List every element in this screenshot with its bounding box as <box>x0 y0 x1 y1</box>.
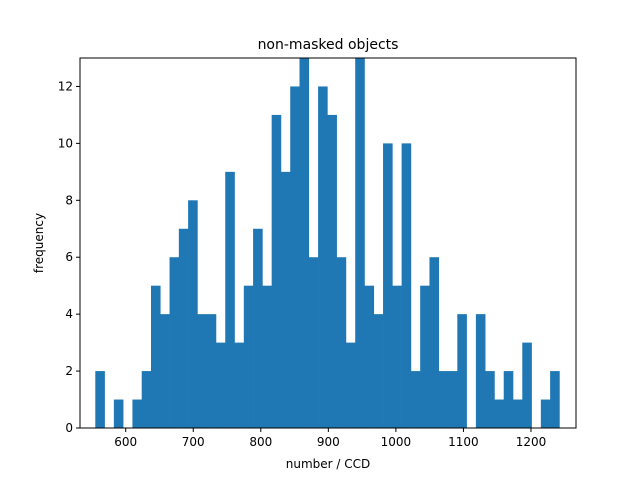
histogram-bar <box>308 257 319 428</box>
x-axis-label: number / CCD <box>286 457 371 471</box>
histogram-bar <box>457 314 467 428</box>
histogram-bar <box>188 200 198 428</box>
histogram-bar <box>243 285 254 428</box>
axes-frame <box>79 57 577 429</box>
histogram-bar <box>401 143 412 428</box>
x-tick-label: 900 <box>317 435 340 449</box>
y-tick-label: 4 <box>65 307 73 321</box>
x-tick-label: 700 <box>182 435 205 449</box>
histogram-bar <box>95 371 105 428</box>
y-tick-label: 8 <box>65 193 73 207</box>
histogram-bar <box>438 371 449 428</box>
x-tick-label: 1000 <box>381 435 412 449</box>
histogram-bar <box>373 314 384 428</box>
x-tick-label: 1200 <box>516 435 547 449</box>
histogram-bar <box>169 257 180 428</box>
x-tick-label: 600 <box>114 435 137 449</box>
histogram-bar <box>429 257 440 428</box>
histogram-bar <box>141 371 152 428</box>
y-axis-label: frequency <box>32 213 46 273</box>
histogram-bar <box>448 371 458 428</box>
histogram-bar <box>318 86 328 429</box>
histogram-bar <box>253 228 263 428</box>
histogram-bar <box>475 314 486 428</box>
histogram-bar <box>150 285 161 428</box>
x-axis-ticks: 600 700 800 900 1000 1100 1200 <box>114 428 546 449</box>
y-tick-label: 12 <box>58 79 73 93</box>
x-tick-label: 800 <box>249 435 272 449</box>
histogram-bar <box>197 314 207 428</box>
histogram-bar <box>113 399 124 428</box>
chart-title: non-masked objects <box>258 37 399 53</box>
y-tick-label: 0 <box>65 421 73 435</box>
histogram-bar <box>178 228 189 428</box>
y-axis-ticks: 0 2 4 6 8 10 12 <box>58 79 80 435</box>
histogram-bar <box>336 257 347 428</box>
histogram-bar <box>364 285 375 428</box>
histogram-bar <box>410 371 421 428</box>
histogram-bar <box>345 342 356 428</box>
histogram-bar <box>215 342 226 428</box>
histogram-bar <box>383 143 393 428</box>
histogram-bar <box>550 371 560 428</box>
histogram-bar <box>485 371 495 428</box>
y-tick-label: 2 <box>65 364 73 378</box>
histogram-bar <box>522 342 532 428</box>
bars-group <box>95 58 560 429</box>
y-tick-label: 10 <box>58 136 73 150</box>
histogram-bar <box>262 285 272 428</box>
histogram-bar <box>290 86 300 429</box>
histogram-bar <box>540 399 551 428</box>
histogram-bar <box>160 314 170 428</box>
histogram-bar <box>420 285 430 428</box>
histogram-bar <box>327 114 337 429</box>
histogram-bar <box>132 399 143 428</box>
histogram-bar <box>299 58 310 428</box>
histogram-bar <box>271 114 282 429</box>
x-tick-label: 1100 <box>448 435 479 449</box>
histogram-bar <box>280 171 291 428</box>
histogram-bar <box>392 285 402 428</box>
histogram-bar <box>225 171 235 428</box>
histogram-bar <box>355 58 365 428</box>
y-tick-label: 6 <box>65 250 73 264</box>
histogram-bar <box>513 399 523 428</box>
histogram-bar <box>206 314 217 428</box>
histogram-bar <box>494 399 505 428</box>
histogram-bar <box>503 371 514 428</box>
histogram-bar <box>234 342 245 428</box>
